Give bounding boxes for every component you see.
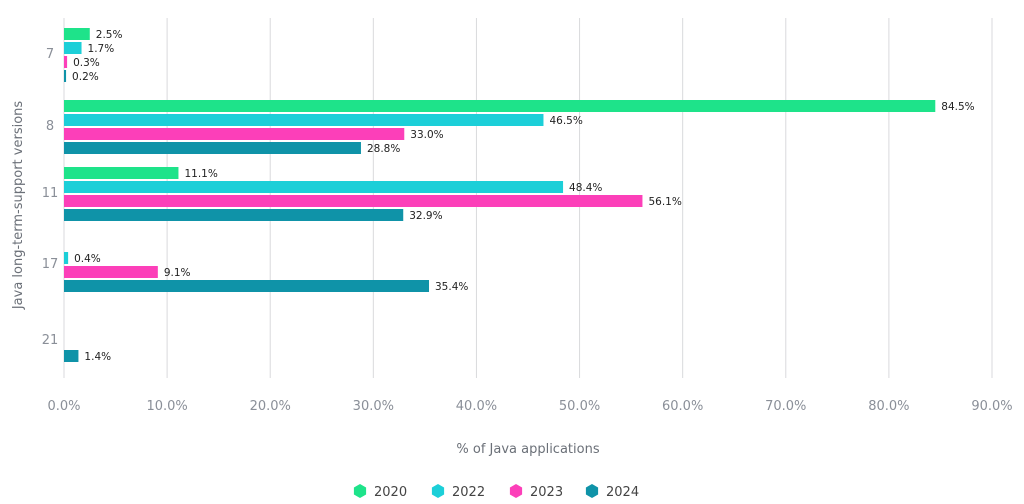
data-label: 1.4% [84, 351, 111, 363]
data-label: 9.1% [164, 267, 191, 279]
x-axis-ticks: 0.0% 10.0% 20.0% 30.0% 40.0% 50.0% 60.0% 70.0% 8… [47, 399, 1012, 414]
x-tick-label: 50.0% [559, 399, 600, 414]
y-category-label: 21 [42, 333, 59, 348]
legend-label: 2023 [530, 485, 563, 500]
y-category-label: 7 [46, 47, 54, 62]
y-axis-categories: 7 8 11 17 21 [42, 47, 59, 348]
bar-2023-17 [64, 266, 158, 278]
data-label: 33.0% [410, 129, 443, 141]
x-tick-label: 0.0% [47, 399, 80, 414]
data-label: 11.1% [184, 168, 217, 180]
y-axis-title: Java long-term-support versions [11, 101, 26, 311]
x-tick-label: 70.0% [765, 399, 806, 414]
y-category-label: 17 [42, 257, 59, 272]
x-axis-title: % of Java applications [456, 442, 599, 457]
legend-hexagon-icon [585, 484, 599, 498]
x-tick-label: 10.0% [146, 399, 187, 414]
y-category-label: 8 [46, 119, 54, 134]
data-label: 0.4% [74, 253, 101, 265]
legend-label: 2020 [374, 485, 407, 500]
legend-label: 2022 [452, 485, 485, 500]
x-tick-label: 60.0% [662, 399, 703, 414]
y-category-label: 11 [42, 186, 59, 201]
bar-2020-11 [64, 167, 179, 179]
data-label: 56.1% [648, 196, 681, 208]
x-tick-label: 40.0% [456, 399, 497, 414]
x-tick-label: 80.0% [868, 399, 909, 414]
x-tick-label: 30.0% [353, 399, 394, 414]
data-label: 0.3% [73, 57, 100, 69]
data-label: 32.9% [409, 210, 442, 222]
x-tick-label: 90.0% [971, 399, 1012, 414]
x-tick-label: 20.0% [250, 399, 291, 414]
legend-hexagon-icon [431, 484, 445, 498]
bar-2022-11 [64, 181, 564, 193]
bars [64, 28, 936, 362]
legend-hexagon-icon [509, 484, 523, 498]
bar-2023-8 [64, 128, 405, 140]
data-label: 46.5% [549, 115, 582, 127]
bar-2023-7 [64, 56, 68, 68]
data-label: 28.8% [367, 143, 400, 155]
data-label: 35.4% [435, 281, 468, 293]
data-labels: 2.5% 84.5% 11.1% 1.7% 46.5% 48.4% 0.4% 0.3% 33.0… [72, 29, 975, 363]
bar-2023-11 [64, 195, 643, 207]
legend-label: 2024 [606, 485, 639, 500]
legend-hexagon-icon [353, 484, 367, 498]
bar-2024-17 [64, 280, 430, 292]
bar-2020-8 [64, 100, 936, 112]
data-label: 2.5% [96, 29, 123, 41]
bar-2024-8 [64, 142, 361, 154]
bar-2024-7 [64, 70, 67, 82]
data-label: 48.4% [569, 182, 602, 194]
bar-2022-17 [64, 252, 69, 264]
data-label: 84.5% [941, 101, 974, 113]
bar-2022-8 [64, 114, 544, 126]
legend: 2020 2022 2023 2024 [353, 484, 639, 500]
bar-2022-7 [64, 42, 82, 54]
bar-2024-21 [64, 350, 79, 362]
bar-2024-11 [64, 209, 404, 221]
data-label: 0.2% [72, 71, 99, 83]
data-label: 1.7% [88, 43, 115, 55]
bar-2020-7 [64, 28, 90, 40]
